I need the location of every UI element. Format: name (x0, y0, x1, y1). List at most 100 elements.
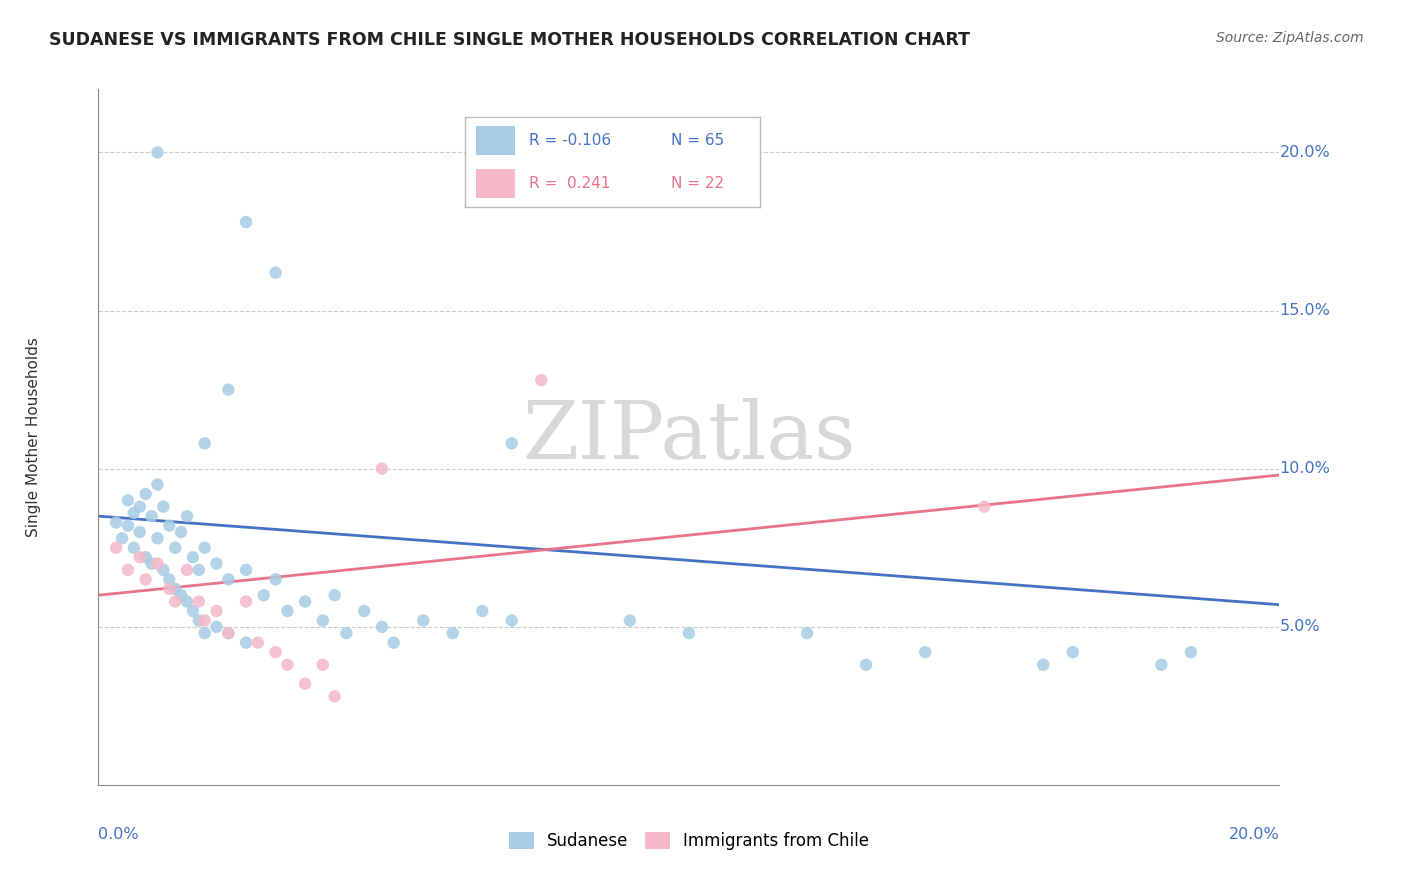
Point (441, 626, 464, 640)
Point (176, 509, 198, 524)
Point (276, 657, 298, 672)
Text: Source: ZipAtlas.com: Source: ZipAtlas.com (1216, 31, 1364, 45)
Point (194, 541, 217, 555)
Point (105, 541, 128, 555)
Point (1180, 645, 1202, 659)
Point (353, 604, 375, 618)
Point (619, 614, 641, 628)
Point (217, 573, 239, 587)
Point (678, 626, 700, 640)
Point (146, 145, 169, 160)
Point (146, 477, 169, 491)
Point (412, 614, 434, 628)
Point (264, 573, 287, 587)
Text: R = -0.106: R = -0.106 (530, 133, 612, 148)
Text: 5.0%: 5.0% (1279, 619, 1320, 634)
Point (122, 541, 145, 555)
Point (312, 614, 335, 628)
Point (796, 626, 818, 640)
Point (146, 557, 169, 571)
Point (165, 582, 187, 596)
Bar (477, 126, 515, 155)
Point (253, 588, 276, 602)
Point (1150, 657, 1173, 672)
Point (217, 383, 239, 397)
Point (235, 635, 257, 649)
Point (176, 594, 198, 608)
Text: Single Mother Households: Single Mother Households (25, 337, 41, 537)
Point (135, 487, 157, 501)
Point (170, 524, 193, 539)
Point (1062, 645, 1084, 659)
Point (246, 635, 269, 649)
Legend: Sudanese, Immigrants from Chile: Sudanese, Immigrants from Chile (502, 825, 876, 856)
Point (294, 594, 316, 608)
Text: 20.0%: 20.0% (1229, 827, 1279, 842)
Point (135, 550, 157, 565)
Point (855, 657, 877, 672)
Point (276, 604, 298, 618)
Point (371, 461, 394, 475)
Point (235, 215, 257, 229)
Point (205, 620, 228, 634)
Point (335, 626, 357, 640)
Text: N = 22: N = 22 (671, 177, 724, 192)
Point (294, 677, 316, 691)
Point (187, 614, 209, 628)
Point (194, 626, 217, 640)
Point (157, 573, 180, 587)
Point (323, 588, 346, 602)
Text: R =  0.241: R = 0.241 (530, 177, 610, 192)
Point (501, 614, 523, 628)
Point (128, 524, 150, 539)
Point (187, 563, 209, 577)
Point (152, 500, 174, 514)
Point (141, 509, 163, 524)
Point (1032, 657, 1054, 672)
Point (105, 516, 128, 530)
Point (122, 506, 145, 520)
Point (264, 645, 287, 659)
Point (312, 657, 335, 672)
Point (128, 500, 150, 514)
Text: N = 65: N = 65 (671, 133, 724, 148)
Point (217, 626, 239, 640)
Point (382, 635, 405, 649)
Text: 20.0%: 20.0% (1279, 145, 1330, 160)
Text: 15.0%: 15.0% (1279, 303, 1330, 318)
Point (217, 626, 239, 640)
Point (117, 563, 139, 577)
Point (371, 620, 394, 634)
Point (176, 563, 198, 577)
Point (165, 541, 187, 555)
Point (194, 614, 217, 628)
Point (135, 573, 157, 587)
Point (152, 563, 174, 577)
Point (501, 436, 523, 450)
Point (157, 582, 180, 596)
Point (117, 518, 139, 533)
Point (235, 563, 257, 577)
Text: 10.0%: 10.0% (1279, 461, 1330, 476)
Point (205, 604, 228, 618)
Point (111, 531, 134, 545)
Point (235, 594, 257, 608)
Point (141, 557, 163, 571)
Point (187, 594, 209, 608)
Bar (477, 169, 515, 198)
Point (471, 604, 494, 618)
Point (530, 373, 553, 387)
Point (117, 493, 139, 508)
Point (264, 266, 287, 280)
Text: ZIPatlas: ZIPatlas (522, 398, 856, 476)
Point (165, 594, 187, 608)
Point (914, 645, 936, 659)
Point (181, 604, 204, 618)
Point (128, 550, 150, 565)
Point (194, 436, 217, 450)
Text: SUDANESE VS IMMIGRANTS FROM CHILE SINGLE MOTHER HOUSEHOLDS CORRELATION CHART: SUDANESE VS IMMIGRANTS FROM CHILE SINGLE… (49, 31, 970, 49)
Point (170, 588, 193, 602)
Point (973, 500, 995, 514)
Point (323, 690, 346, 704)
Point (181, 550, 204, 565)
